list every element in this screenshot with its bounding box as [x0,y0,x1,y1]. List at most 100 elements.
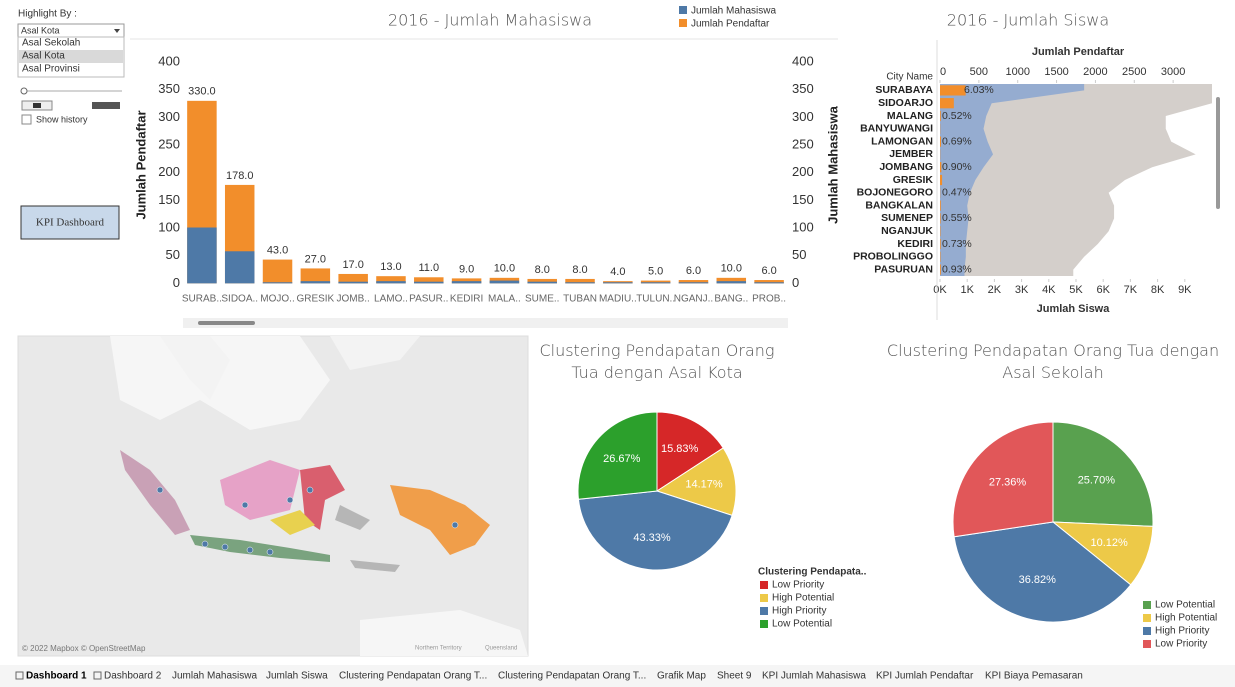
row-label: MALANG [887,110,933,122]
slider-thumb[interactable] [20,87,28,95]
value-label: 43.0 [267,244,288,256]
tab-icon [15,671,24,680]
kpi-button[interactable] [20,205,120,240]
speed-control[interactable] [92,102,120,109]
tab[interactable]: KPI Jumlah Mahasiswa [762,671,866,682]
value-label: 17.0 [342,259,363,271]
legend-label: High Priority [772,606,826,617]
x-tick-label: 0K [933,284,947,296]
bar [940,98,954,109]
value-label: 9.0 [459,263,474,275]
y2-axis-title: Jumlah Mahasiswa [825,105,840,224]
pie-slice [952,421,1054,538]
bar [414,281,444,284]
scrollbar[interactable] [1216,97,1220,209]
y2-tick-label: 150 [792,192,814,207]
option[interactable]: Asal Sekolah [22,38,80,49]
island [220,460,300,520]
tab[interactable]: KPI Biaya Pemasaran [985,671,1083,682]
area [940,84,1085,276]
tab[interactable]: KPI Jumlah Pendaftar [876,671,974,682]
x-tick-label: PROB.. [752,294,786,305]
kpi-button-label[interactable]: KPI Dashboard [36,217,105,229]
tab[interactable]: Dashboard 2 [104,671,162,682]
tab[interactable]: Clustering Pendapatan Orang T... [498,671,646,682]
tab[interactable]: Clustering Pendapatan Orang T... [339,671,487,682]
bar [940,200,941,211]
bar [565,282,595,284]
bar [376,276,406,284]
x-tick-label: NGANJ.. [674,294,713,305]
x-tick-label: SUME.. [525,294,559,305]
percent-label: 0.93% [942,263,972,275]
value-label: 8.0 [535,264,550,276]
island [390,485,490,555]
legend-swatch [1143,614,1151,622]
bar [754,280,784,284]
bar [603,282,633,284]
legend-label: High Potential [1155,613,1217,624]
show-history[interactable]: Show history [36,114,88,124]
percent-label: 0.90% [942,161,972,173]
x-tick-label: SIDOA.. [221,294,258,305]
tab[interactable]: Dashboard 1 [26,671,87,682]
row-label: JOMBANG [879,161,933,173]
bar [451,278,482,284]
x-tick-label: MALA.. [488,294,521,305]
title-line: Asal Sekolah [1002,363,1104,382]
row-label: KEDIRI [897,238,933,250]
bar [940,85,966,96]
pie-slice [953,521,1132,623]
bar [376,281,406,284]
area [940,84,1212,276]
tab[interactable]: Jumlah Mahasiswa [172,671,257,682]
legend-label: Low Priority [772,580,824,591]
row-header: City Name [886,72,933,83]
x-tick-label: TULUN.. [636,294,675,305]
y2-tick-label: 100 [792,219,814,234]
bar [940,162,942,173]
percent-label: 0.69% [942,135,972,147]
scroll-thumb[interactable] [198,321,255,325]
row-label: NGANJUK [881,225,933,237]
option[interactable]: Asal Kota [22,51,65,62]
bar [414,277,444,284]
row-label: SIDOARJO [878,97,933,109]
tab[interactable]: Grafik Map [657,671,706,682]
y2-tick-label: 50 [792,247,806,262]
tab-bar [0,665,1235,687]
y2-tick-label: 300 [792,109,814,124]
x-tick-label: MOJO.. [260,294,294,305]
dropdown-value[interactable]: Asal Kota [21,25,60,35]
tab[interactable]: Sheet 9 [717,671,752,682]
play-button[interactable] [33,103,41,108]
y2-tick-label: 200 [792,164,814,179]
chart-title: Clustering Pendapatan Orang Tua dengan As… [539,341,774,382]
map-point [266,548,274,556]
scrollbar[interactable] [183,318,788,328]
checkbox[interactable] [21,114,32,125]
slice-label: 27.36% [989,477,1027,489]
bar [187,227,217,284]
chart-title: 2016 - Jumlah Siswa [947,11,1109,30]
option[interactable]: Asal Provinsi [22,64,80,75]
map-point [286,496,294,504]
tab-icon [93,671,102,680]
legend-swatch [760,620,768,628]
chart-title: Clustering Pendapatan Orang Tua dengan As… [887,341,1219,382]
legend-swatch [760,594,768,602]
bar [754,282,784,284]
x-tick-label: MADIU.. [599,294,637,305]
slice-label: 15.83% [661,443,699,455]
bar [565,278,595,284]
x-tick-label: 2K [988,284,1002,296]
value-label: 4.0 [610,266,625,278]
chart-title: 2016 - Jumlah Mahasiswa [388,11,592,30]
bar [338,273,368,284]
y-tick-label: 100 [158,219,180,234]
x-tick-label: LAMO.. [374,294,408,305]
tab[interactable]: Jumlah Siswa [266,671,328,682]
x2-tick-label: 3000 [1161,66,1185,78]
map-point [306,486,314,494]
